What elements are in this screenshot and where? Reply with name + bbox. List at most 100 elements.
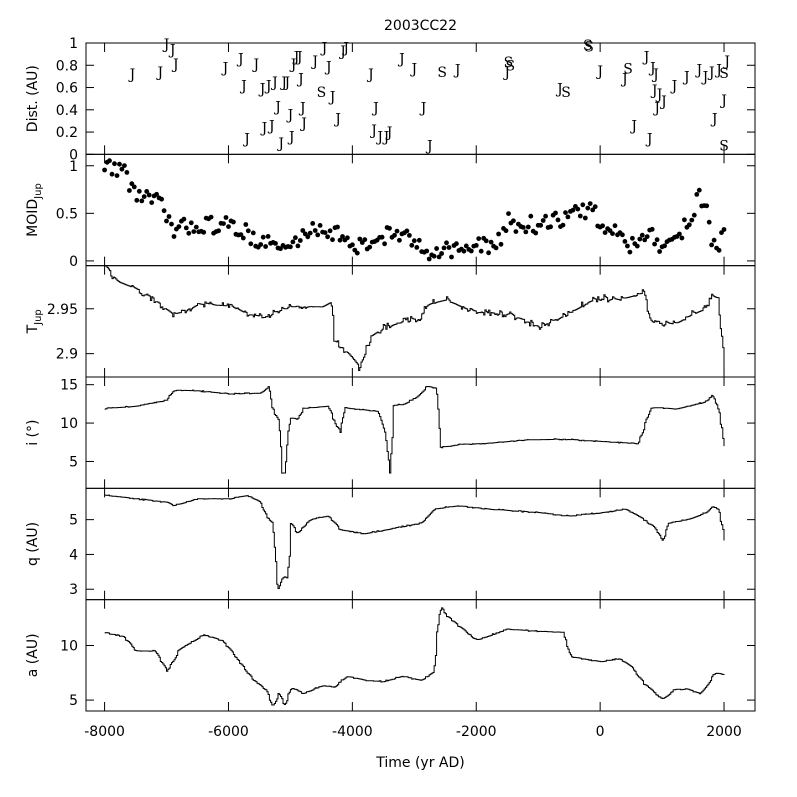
moid-point <box>662 243 667 249</box>
encounter-marker-j: J <box>292 49 300 65</box>
moid-point <box>585 205 591 211</box>
y-axis-title-main: Dist. (AU) <box>25 65 41 132</box>
moid-point <box>506 211 511 217</box>
moid-point <box>652 241 657 247</box>
encounter-marker-j: J <box>168 43 176 59</box>
moid-point <box>248 241 254 247</box>
moid-point <box>414 245 420 250</box>
encounter-marker-s: S <box>317 85 327 101</box>
encounter-marker-j: J <box>369 123 377 139</box>
y-axis-title-main: i (°) <box>25 420 41 446</box>
moid-point <box>409 242 415 248</box>
y-axis-title-main: T <box>25 324 41 334</box>
moid-point <box>548 224 553 230</box>
moid-point <box>117 161 122 167</box>
y-tick-label: 10 <box>60 416 78 432</box>
chart-title: 2003CC22 <box>384 18 457 34</box>
moid-point <box>337 237 343 243</box>
y-tick-label: 10 <box>60 639 78 655</box>
moid-point <box>181 216 187 222</box>
encounter-marker-j: J <box>260 121 268 137</box>
y-tick-label: 0.2 <box>56 125 78 141</box>
encounter-marker-j: J <box>425 138 433 154</box>
moid-point <box>260 234 266 240</box>
moid-point <box>149 200 155 206</box>
encounter-marker-j: J <box>719 93 727 109</box>
panel-incl: 5 10 15 i (°) <box>25 376 756 489</box>
x-tick-label: -6000 <box>208 724 249 740</box>
moid-point <box>444 240 449 246</box>
moid-point <box>119 166 125 172</box>
encounter-marker-j: J <box>341 40 349 56</box>
moid-point <box>201 229 207 235</box>
series-line-a <box>104 607 725 706</box>
x-tick-label: 0 <box>596 724 605 740</box>
encounter-marker-j: J <box>273 99 281 115</box>
y-axis-title: TJup <box>25 309 44 334</box>
moid-point <box>122 163 127 169</box>
encounter-marker-j: J <box>620 72 628 88</box>
moid-point <box>250 230 256 236</box>
moid-point <box>721 227 727 232</box>
encounter-marker-j: J <box>555 82 563 98</box>
moid-point <box>240 235 246 241</box>
moid-point <box>612 223 618 229</box>
y-tick-label: 0.8 <box>56 58 78 74</box>
panel-frame <box>85 599 756 712</box>
moid-point <box>575 206 581 212</box>
encounter-marker-j: J <box>650 83 658 99</box>
moid-point <box>387 225 392 231</box>
moid-point <box>553 210 558 216</box>
moid-point <box>416 237 422 243</box>
moid-point <box>327 228 333 234</box>
encounter-marker-j: J <box>258 82 266 98</box>
encounter-marker-j: J <box>320 40 328 56</box>
moid-point <box>243 222 249 227</box>
encounter-marker-j: J <box>382 130 390 146</box>
encounter-marker-j: J <box>264 78 272 94</box>
moid-point <box>488 239 494 245</box>
moid-point <box>146 192 152 198</box>
moid-point <box>525 224 531 230</box>
encounter-marker-j: J <box>397 52 405 68</box>
moid-point <box>290 239 296 245</box>
encounter-marker-s: S <box>506 58 516 74</box>
encounter-marker-j: J <box>502 65 510 81</box>
moid-point <box>654 237 660 243</box>
moid-point <box>637 236 643 242</box>
encounter-marker-j: J <box>221 60 229 76</box>
encounter-marker-j: J <box>642 49 650 65</box>
encounter-marker-j: J <box>162 37 170 53</box>
moid-point <box>540 218 546 223</box>
moid-point <box>436 254 442 260</box>
encounter-marker-j: J <box>714 63 722 79</box>
moid-point <box>216 228 222 234</box>
y-axis-title: MOIDJup <box>25 183 44 237</box>
moid-point <box>503 228 509 234</box>
encounter-marker-s: S <box>623 62 633 78</box>
encounter-marker-j: J <box>279 75 287 91</box>
y-axis-title-subscript: Jup <box>33 183 44 200</box>
y-tick-label: 5 <box>69 454 78 470</box>
moid-point <box>657 249 662 254</box>
encounter-marker-j: J <box>252 57 260 73</box>
moid-point <box>473 243 479 248</box>
encounter-marker-j: J <box>338 44 346 60</box>
moid-point <box>367 244 373 250</box>
moid-point <box>431 253 437 259</box>
moid-point <box>642 237 648 243</box>
moid-point <box>245 228 251 234</box>
encounter-marker-s: S <box>719 66 729 82</box>
moid-point <box>258 242 264 247</box>
moid-point <box>330 237 335 243</box>
moid-point <box>694 192 700 197</box>
moid-point <box>587 201 593 207</box>
moid-point <box>543 213 548 219</box>
y-axis-title: a (AU) <box>25 633 41 677</box>
moid-point <box>131 184 137 190</box>
moid-point <box>706 219 712 225</box>
moid-point <box>139 198 145 204</box>
